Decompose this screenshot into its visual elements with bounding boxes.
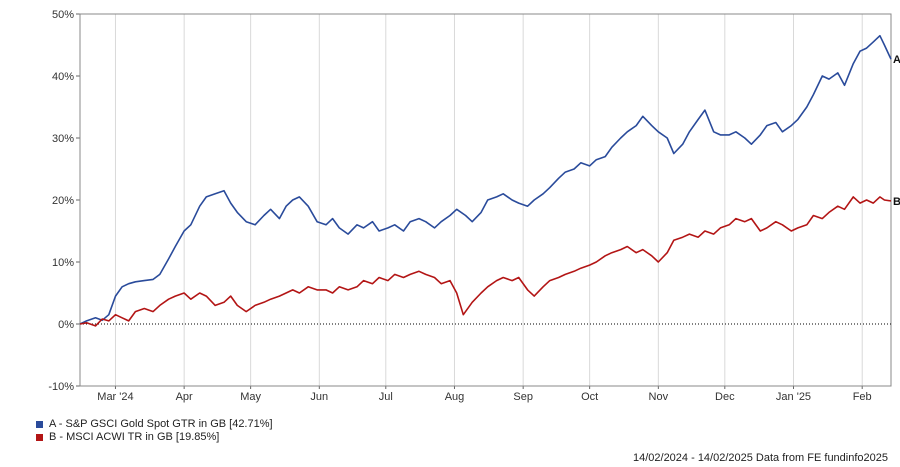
y-tick-label: 40% [52,71,74,83]
x-tick-label: Nov [649,391,669,403]
chart-legend: A - S&P GSCI Gold Spot GTR in GB [42.71%… [36,418,273,444]
plot-frame [79,13,892,387]
series-lines [79,34,892,327]
line-chart: Mar '24 Apr May Jun Jul Aug Sep Oct Nov Dec Jan '2… [48,9,900,403]
x-tick-label: Mar '24 [97,391,133,403]
y-tick-label: 30% [52,133,74,145]
data-source-footer: 14/02/2024 - 14/02/2025 Data from FE fun… [632,452,888,464]
legend-label-a: A - S&P GSCI Gold Spot GTR in GB [42.71%… [49,418,273,430]
x-tick-label: Sep [513,391,533,403]
legend-label-b: B - MSCI ACWI TR in GB [19.85%] [49,431,220,443]
series-end-label-a: A [893,54,900,66]
legend-item-a: A - S&P GSCI Gold Spot GTR in GB [42.71%… [36,418,273,431]
series-end-label-b: B [893,196,900,208]
x-tick-label: Jul [379,391,393,403]
grid-lines [114,14,863,386]
series-line-b [79,196,892,327]
x-tick-label: Aug [445,391,465,403]
legend-item-b: B - MSCI ACWI TR in GB [19.85%] [36,431,273,444]
x-tick-label: Apr [176,391,193,403]
x-tick-label: Feb [853,391,872,403]
x-tick-label: Jan '25 [776,391,811,403]
x-tick-label: Dec [715,391,735,403]
legend-swatch-b [36,434,43,441]
series-line-a [79,34,892,325]
y-tick-label: 0% [58,319,74,331]
axes [76,13,892,389]
legend-swatch-a [36,421,43,428]
y-tick-label: 20% [52,195,74,207]
y-tick-label: 50% [52,9,74,21]
tick-labels: Mar '24 Apr May Jun Jul Aug Sep Oct Nov Dec Jan '2… [48,9,900,403]
y-tick-label: -10% [48,381,74,393]
x-tick-label: Oct [581,391,598,403]
y-tick-label: 10% [52,257,74,269]
x-tick-label: May [240,391,261,403]
x-tick-label: Jun [310,391,328,403]
